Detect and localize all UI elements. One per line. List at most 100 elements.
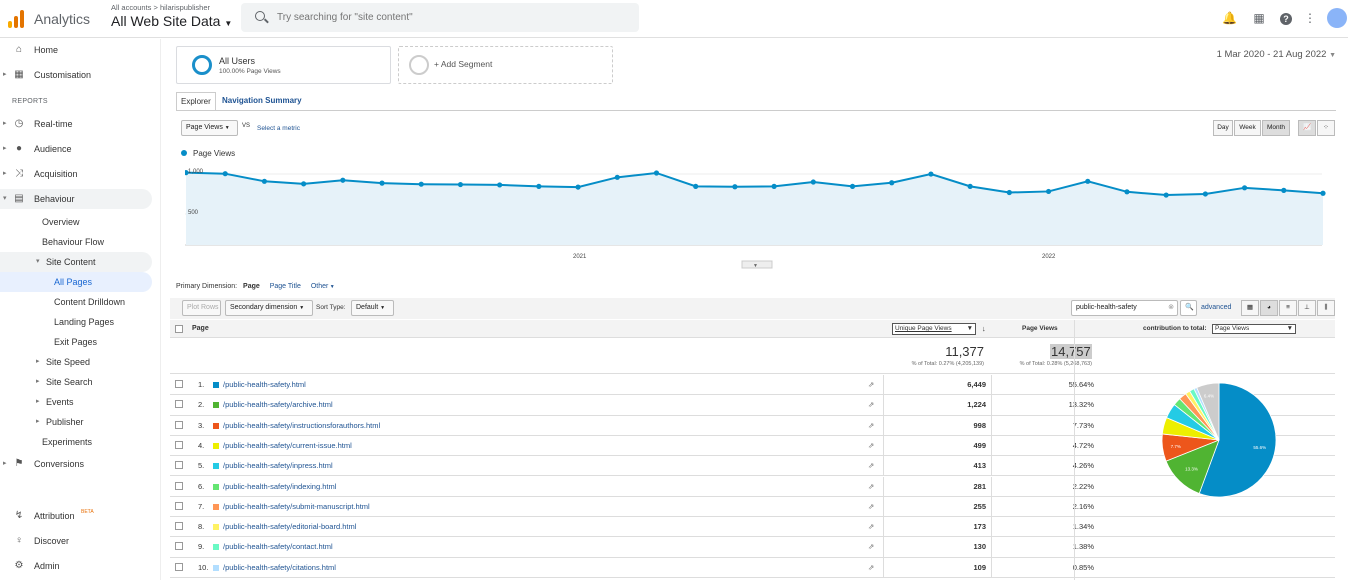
data-point[interactable]	[340, 177, 346, 183]
data-point[interactable]	[771, 183, 777, 189]
table-row[interactable]: 9. /public-health-safety/contact.html ⇗ …	[170, 537, 1335, 558]
date-range-picker[interactable]: 1 Mar 2020 - 21 Aug 2022 ▼	[1217, 49, 1336, 60]
comparison-view-icon[interactable]: ⊥	[1298, 300, 1316, 316]
secondary-dimension-dropdown[interactable]: Secondary dimension ▼	[225, 300, 313, 316]
sidebar-item-site-content[interactable]: ▾ Site Content	[0, 252, 152, 272]
clear-icon[interactable]: ⊗	[1168, 304, 1174, 311]
data-point[interactable]	[1006, 189, 1012, 196]
external-link-icon[interactable]: ⇗	[868, 481, 875, 491]
metric-dropdown[interactable]: Page Views ▼	[181, 120, 238, 136]
dimension-page-title[interactable]: Page Title	[269, 283, 301, 290]
row-checkbox[interactable]	[175, 501, 183, 510]
data-point[interactable]	[849, 183, 856, 189]
page-link[interactable]: /public-health-safety/archive.html	[213, 400, 333, 419]
performance-view-icon[interactable]: ≡	[1279, 300, 1297, 316]
data-point[interactable]	[889, 180, 895, 186]
data-point[interactable]	[810, 179, 816, 185]
data-point[interactable]	[732, 184, 738, 190]
apps-grid-icon[interactable]: ▦	[1253, 11, 1265, 25]
page-views-column-header[interactable]: Page Views	[1022, 325, 1058, 332]
avatar[interactable]	[1327, 8, 1347, 28]
dimension-page[interactable]: Page	[243, 283, 260, 290]
bell-icon[interactable]: 🔔	[1222, 11, 1237, 25]
account-breadcrumb[interactable]: All accounts > hilarispublisher	[111, 3, 211, 12]
add-segment-button[interactable]: + Add Segment	[398, 46, 613, 84]
data-point[interactable]	[1320, 190, 1326, 196]
external-link-icon[interactable]: ⇗	[868, 522, 875, 532]
data-point[interactable]	[693, 183, 699, 189]
search-box[interactable]	[241, 3, 639, 32]
row-checkbox[interactable]	[175, 380, 183, 388]
external-link-icon[interactable]: ⇗	[868, 562, 875, 572]
external-link-icon[interactable]: ⇗	[868, 501, 875, 511]
month-button[interactable]: Month	[1262, 120, 1290, 136]
pie-view-icon[interactable]: ◕	[1260, 300, 1278, 316]
external-link-icon[interactable]: ⇗	[868, 400, 875, 410]
day-button[interactable]: Day	[1213, 120, 1233, 136]
data-point[interactable]	[1163, 192, 1169, 198]
more-vert-icon[interactable]: ⋮	[1304, 11, 1316, 25]
filter-search-icon[interactable]: 🔍	[1180, 300, 1197, 316]
data-point[interactable]	[614, 174, 620, 180]
data-point[interactable]	[261, 178, 268, 184]
page-link[interactable]: /public-health-safety/current-issue.html	[213, 441, 352, 460]
table-row[interactable]: 4. /public-health-safety/current-issue.h…	[170, 435, 1335, 457]
page-link[interactable]: /public-health-safety/contact.html	[213, 542, 333, 561]
data-point[interactable]	[222, 171, 228, 177]
row-checkbox[interactable]	[175, 420, 183, 429]
table-row[interactable]: 10. /public-health-safety/citations.html…	[170, 557, 1335, 578]
pie-slice[interactable]	[1196, 382, 1220, 441]
analytics-logo[interactable]	[8, 10, 26, 28]
table-view-icon[interactable]: ▦	[1241, 300, 1259, 316]
row-checkbox[interactable]	[175, 562, 183, 571]
table-filter-input[interactable]: public-health-safety ⊗	[1071, 300, 1178, 316]
row-checkbox[interactable]	[175, 542, 183, 551]
external-link-icon[interactable]: ⇗	[868, 380, 875, 389]
unique-page-views-dropdown[interactable]: Unique Page Views ▼	[892, 323, 976, 335]
data-point[interactable]	[497, 182, 503, 188]
table-row[interactable]: 1. /public-health-safety.html ⇗ 6,449 55…	[170, 375, 1335, 396]
motion-chart-icon[interactable]: ⁘	[1317, 120, 1335, 136]
page-link[interactable]: /public-health-safety/submit-manuscript.…	[213, 502, 370, 521]
table-row[interactable]: 7. /public-health-safety/submit-manuscri…	[170, 496, 1335, 518]
pivot-view-icon[interactable]: ⫼	[1317, 300, 1335, 316]
data-point[interactable]	[1241, 185, 1248, 191]
table-row[interactable]: 3. /public-health-safety/instructionsfor…	[170, 415, 1335, 436]
data-point[interactable]	[653, 170, 660, 176]
row-checkbox[interactable]	[175, 440, 183, 449]
data-point[interactable]	[185, 170, 189, 176]
page-link[interactable]: /public-health-safety/inpress.html	[213, 461, 333, 480]
advanced-filter-link[interactable]: advanced	[1201, 304, 1232, 311]
chart-collapse-handle[interactable]: ▼	[741, 260, 773, 269]
page-link[interactable]: /public-health-safety/indexing.html	[213, 482, 336, 501]
segment-all-users[interactable]: All Users 100.00% Page Views	[176, 46, 391, 84]
select-metric-link[interactable]: Select a metric	[257, 125, 300, 132]
data-point[interactable]	[575, 184, 581, 190]
external-link-icon[interactable]: ⇗	[868, 440, 875, 450]
data-point[interactable]	[1124, 189, 1130, 195]
data-point[interactable]	[301, 181, 307, 187]
contribution-metric-dropdown[interactable]: Page Views ▼	[1212, 324, 1296, 334]
sidebar-item-all-pages[interactable]: All Pages	[0, 272, 152, 292]
page-link[interactable]: /public-health-safety.html	[213, 380, 306, 399]
data-point[interactable]	[418, 181, 424, 187]
data-point[interactable]	[1281, 187, 1287, 193]
dimension-other[interactable]: Other	[310, 283, 329, 290]
table-row[interactable]: 6. /public-health-safety/indexing.html ⇗…	[170, 476, 1335, 497]
pie-slice[interactable]	[1198, 382, 1277, 498]
row-checkbox[interactable]	[175, 400, 183, 409]
data-point[interactable]	[536, 183, 542, 189]
data-point[interactable]	[1085, 178, 1091, 184]
external-link-icon[interactable]: ⇗	[868, 542, 875, 552]
row-checkbox[interactable]	[175, 522, 183, 531]
line-chart-icon[interactable]: 📈	[1298, 120, 1316, 136]
tab-navigation-summary[interactable]: Navigation Summary	[222, 96, 302, 105]
sort-type-dropdown[interactable]: Default ▼	[351, 300, 394, 316]
page-link[interactable]: /public-health-safety/editorial-board.ht…	[213, 522, 356, 541]
table-row[interactable]: 2. /public-health-safety/archive.html ⇗ …	[170, 395, 1335, 416]
external-link-icon[interactable]: ⇗	[868, 461, 875, 471]
week-button[interactable]: Week	[1234, 120, 1261, 136]
table-row[interactable]: 5. /public-health-safety/inpress.html ⇗ …	[170, 456, 1335, 477]
page-column-header[interactable]: Page	[192, 325, 209, 332]
page-link[interactable]: /public-health-safety/instructionsforaut…	[213, 421, 380, 440]
